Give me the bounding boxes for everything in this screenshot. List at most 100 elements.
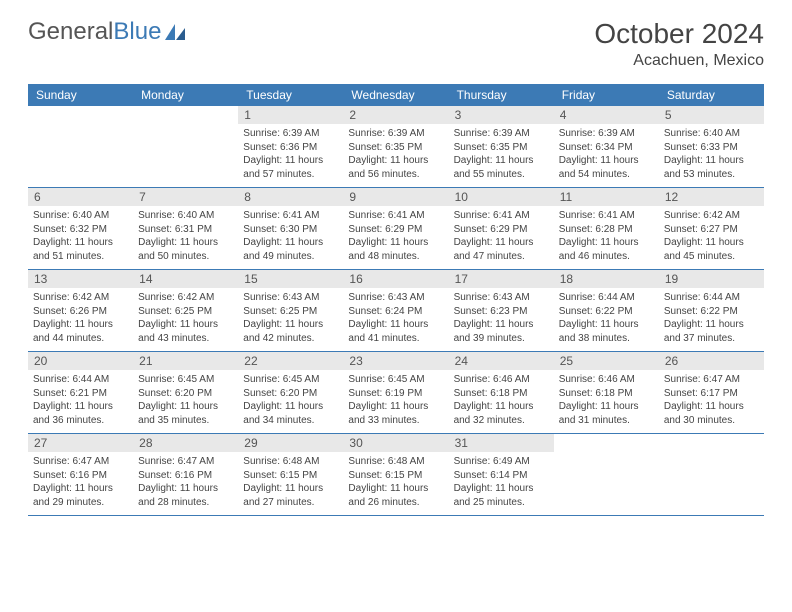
day-number: 4 bbox=[554, 106, 659, 124]
day-number: 20 bbox=[28, 352, 133, 370]
weekday-header: Thursday bbox=[449, 84, 554, 106]
calendar-cell: 1Sunrise: 6:39 AMSunset: 6:36 PMDaylight… bbox=[238, 106, 343, 188]
weekday-header: Monday bbox=[133, 84, 238, 106]
day-number: 25 bbox=[554, 352, 659, 370]
day-details: Sunrise: 6:45 AMSunset: 6:20 PMDaylight:… bbox=[238, 370, 343, 433]
day-number: 7 bbox=[133, 188, 238, 206]
day-number: 31 bbox=[449, 434, 554, 452]
day-details: Sunrise: 6:45 AMSunset: 6:19 PMDaylight:… bbox=[343, 370, 448, 433]
day-details: Sunrise: 6:48 AMSunset: 6:15 PMDaylight:… bbox=[238, 452, 343, 515]
day-details: Sunrise: 6:46 AMSunset: 6:18 PMDaylight:… bbox=[449, 370, 554, 433]
day-details: Sunrise: 6:42 AMSunset: 6:27 PMDaylight:… bbox=[659, 206, 764, 269]
day-number: 15 bbox=[238, 270, 343, 288]
day-number: 14 bbox=[133, 270, 238, 288]
day-number: 6 bbox=[28, 188, 133, 206]
day-number: 24 bbox=[449, 352, 554, 370]
day-details: Sunrise: 6:47 AMSunset: 6:17 PMDaylight:… bbox=[659, 370, 764, 433]
day-details: Sunrise: 6:42 AMSunset: 6:25 PMDaylight:… bbox=[133, 288, 238, 351]
calendar-row: 1Sunrise: 6:39 AMSunset: 6:36 PMDaylight… bbox=[28, 106, 764, 188]
location: Acachuen, Mexico bbox=[594, 52, 764, 70]
day-details: Sunrise: 6:42 AMSunset: 6:26 PMDaylight:… bbox=[28, 288, 133, 351]
day-number: 10 bbox=[449, 188, 554, 206]
calendar-cell: 15Sunrise: 6:43 AMSunset: 6:25 PMDayligh… bbox=[238, 270, 343, 352]
day-details: Sunrise: 6:39 AMSunset: 6:36 PMDaylight:… bbox=[238, 124, 343, 187]
day-details: Sunrise: 6:48 AMSunset: 6:15 PMDaylight:… bbox=[343, 452, 448, 515]
day-number: 9 bbox=[343, 188, 448, 206]
day-details: Sunrise: 6:44 AMSunset: 6:22 PMDaylight:… bbox=[659, 288, 764, 351]
calendar-cell: 31Sunrise: 6:49 AMSunset: 6:14 PMDayligh… bbox=[449, 434, 554, 516]
logo-text: GeneralBlue bbox=[28, 18, 161, 46]
day-details: Sunrise: 6:44 AMSunset: 6:21 PMDaylight:… bbox=[28, 370, 133, 433]
day-details: Sunrise: 6:43 AMSunset: 6:25 PMDaylight:… bbox=[238, 288, 343, 351]
day-details: Sunrise: 6:44 AMSunset: 6:22 PMDaylight:… bbox=[554, 288, 659, 351]
calendar-body: 1Sunrise: 6:39 AMSunset: 6:36 PMDaylight… bbox=[28, 106, 764, 516]
day-number: 19 bbox=[659, 270, 764, 288]
calendar-cell: 12Sunrise: 6:42 AMSunset: 6:27 PMDayligh… bbox=[659, 188, 764, 270]
calendar-cell: 16Sunrise: 6:43 AMSunset: 6:24 PMDayligh… bbox=[343, 270, 448, 352]
calendar-cell: 26Sunrise: 6:47 AMSunset: 6:17 PMDayligh… bbox=[659, 352, 764, 434]
day-details: Sunrise: 6:41 AMSunset: 6:29 PMDaylight:… bbox=[449, 206, 554, 269]
calendar-cell: 9Sunrise: 6:41 AMSunset: 6:29 PMDaylight… bbox=[343, 188, 448, 270]
calendar-cell bbox=[133, 106, 238, 188]
day-number: 8 bbox=[238, 188, 343, 206]
title-block: October 2024 Acachuen, Mexico bbox=[594, 18, 764, 70]
calendar-cell: 7Sunrise: 6:40 AMSunset: 6:31 PMDaylight… bbox=[133, 188, 238, 270]
calendar-cell: 13Sunrise: 6:42 AMSunset: 6:26 PMDayligh… bbox=[28, 270, 133, 352]
day-number: 17 bbox=[449, 270, 554, 288]
day-details: Sunrise: 6:40 AMSunset: 6:32 PMDaylight:… bbox=[28, 206, 133, 269]
day-number: 29 bbox=[238, 434, 343, 452]
header: GeneralBlue October 2024 Acachuen, Mexic… bbox=[28, 18, 764, 70]
calendar-cell: 22Sunrise: 6:45 AMSunset: 6:20 PMDayligh… bbox=[238, 352, 343, 434]
calendar-cell: 27Sunrise: 6:47 AMSunset: 6:16 PMDayligh… bbox=[28, 434, 133, 516]
calendar-head: SundayMondayTuesdayWednesdayThursdayFrid… bbox=[28, 84, 764, 106]
weekday-header: Saturday bbox=[659, 84, 764, 106]
calendar-cell: 20Sunrise: 6:44 AMSunset: 6:21 PMDayligh… bbox=[28, 352, 133, 434]
calendar-cell: 28Sunrise: 6:47 AMSunset: 6:16 PMDayligh… bbox=[133, 434, 238, 516]
month-title: October 2024 bbox=[594, 18, 764, 50]
day-number: 2 bbox=[343, 106, 448, 124]
day-details: Sunrise: 6:39 AMSunset: 6:35 PMDaylight:… bbox=[343, 124, 448, 187]
logo: GeneralBlue bbox=[28, 18, 185, 46]
day-number: 13 bbox=[28, 270, 133, 288]
day-number: 21 bbox=[133, 352, 238, 370]
logo-part1: General bbox=[28, 18, 113, 45]
calendar-cell: 11Sunrise: 6:41 AMSunset: 6:28 PMDayligh… bbox=[554, 188, 659, 270]
day-number: 1 bbox=[238, 106, 343, 124]
weekday-header: Wednesday bbox=[343, 84, 448, 106]
calendar-cell: 2Sunrise: 6:39 AMSunset: 6:35 PMDaylight… bbox=[343, 106, 448, 188]
calendar-cell: 19Sunrise: 6:44 AMSunset: 6:22 PMDayligh… bbox=[659, 270, 764, 352]
weekday-header: Sunday bbox=[28, 84, 133, 106]
calendar-cell bbox=[554, 434, 659, 516]
calendar-cell: 8Sunrise: 6:41 AMSunset: 6:30 PMDaylight… bbox=[238, 188, 343, 270]
day-number: 28 bbox=[133, 434, 238, 452]
calendar-cell bbox=[659, 434, 764, 516]
day-details: Sunrise: 6:41 AMSunset: 6:30 PMDaylight:… bbox=[238, 206, 343, 269]
day-number: 18 bbox=[554, 270, 659, 288]
day-number: 11 bbox=[554, 188, 659, 206]
calendar-row: 27Sunrise: 6:47 AMSunset: 6:16 PMDayligh… bbox=[28, 434, 764, 516]
day-details: Sunrise: 6:39 AMSunset: 6:34 PMDaylight:… bbox=[554, 124, 659, 187]
day-details: Sunrise: 6:40 AMSunset: 6:31 PMDaylight:… bbox=[133, 206, 238, 269]
calendar-cell: 18Sunrise: 6:44 AMSunset: 6:22 PMDayligh… bbox=[554, 270, 659, 352]
calendar-cell: 5Sunrise: 6:40 AMSunset: 6:33 PMDaylight… bbox=[659, 106, 764, 188]
day-details: Sunrise: 6:40 AMSunset: 6:33 PMDaylight:… bbox=[659, 124, 764, 187]
day-number: 3 bbox=[449, 106, 554, 124]
day-details: Sunrise: 6:43 AMSunset: 6:24 PMDaylight:… bbox=[343, 288, 448, 351]
day-details: Sunrise: 6:41 AMSunset: 6:28 PMDaylight:… bbox=[554, 206, 659, 269]
day-number: 12 bbox=[659, 188, 764, 206]
weekday-header: Friday bbox=[554, 84, 659, 106]
day-number: 26 bbox=[659, 352, 764, 370]
logo-part2: Blue bbox=[113, 18, 161, 45]
calendar-row: 20Sunrise: 6:44 AMSunset: 6:21 PMDayligh… bbox=[28, 352, 764, 434]
weekday-header: Tuesday bbox=[238, 84, 343, 106]
calendar-row: 13Sunrise: 6:42 AMSunset: 6:26 PMDayligh… bbox=[28, 270, 764, 352]
calendar-cell: 25Sunrise: 6:46 AMSunset: 6:18 PMDayligh… bbox=[554, 352, 659, 434]
logo-sail-icon bbox=[165, 24, 185, 40]
day-details: Sunrise: 6:49 AMSunset: 6:14 PMDaylight:… bbox=[449, 452, 554, 515]
day-details: Sunrise: 6:43 AMSunset: 6:23 PMDaylight:… bbox=[449, 288, 554, 351]
calendar-cell: 10Sunrise: 6:41 AMSunset: 6:29 PMDayligh… bbox=[449, 188, 554, 270]
day-number: 30 bbox=[343, 434, 448, 452]
day-details: Sunrise: 6:45 AMSunset: 6:20 PMDaylight:… bbox=[133, 370, 238, 433]
calendar-cell: 24Sunrise: 6:46 AMSunset: 6:18 PMDayligh… bbox=[449, 352, 554, 434]
calendar-cell: 14Sunrise: 6:42 AMSunset: 6:25 PMDayligh… bbox=[133, 270, 238, 352]
